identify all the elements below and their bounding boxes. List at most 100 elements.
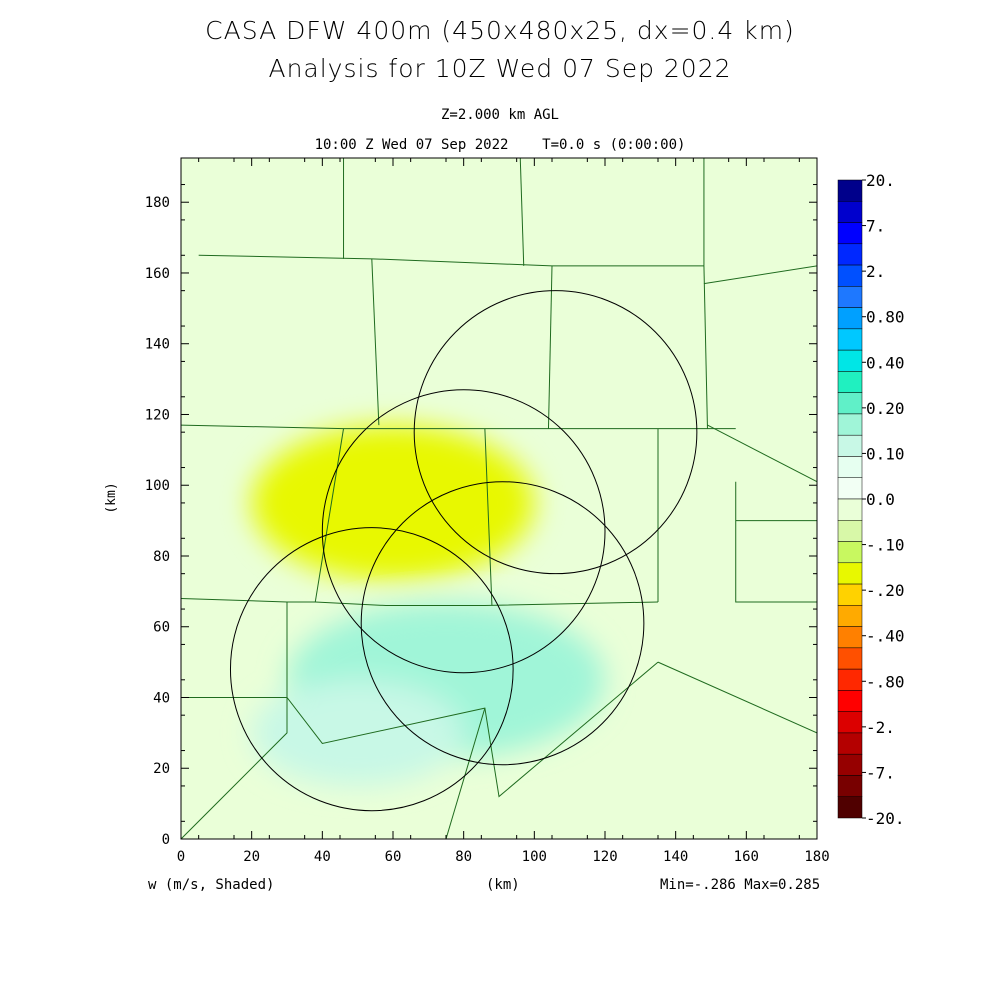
x-tick-label: 140 <box>663 849 688 865</box>
colorbar-label: -.40 <box>866 627 905 646</box>
colorbar-label: -2. <box>866 718 895 737</box>
x-tick-label: 120 <box>592 849 617 865</box>
county-line <box>547 265 553 429</box>
county-line <box>371 258 380 426</box>
colorbar-label: 0.0 <box>866 490 895 509</box>
colorbar-swatch <box>837 520 863 542</box>
colorbar-swatch <box>837 647 863 670</box>
y-tick-label: 0 <box>162 832 170 848</box>
colorbar-swatch <box>837 349 863 372</box>
time-label: 10:00 Z Wed 07 Sep 2022 T=0.0 s (0:00:00… <box>314 137 686 153</box>
colorbar-swatch <box>837 179 863 202</box>
colorbar-swatch <box>837 434 863 457</box>
y-tick-label: 40 <box>153 690 170 706</box>
minmax-label: Min=-.286 Max=0.285 <box>660 877 821 893</box>
colorbar-swatch <box>837 243 863 266</box>
colorbar-label: 7. <box>866 217 885 236</box>
colorbar-swatch <box>837 562 863 585</box>
radar-range-ring <box>413 290 698 575</box>
colorbar-swatch <box>837 732 863 755</box>
x-axis-label: (km) <box>486 877 520 893</box>
y-tick-label: 100 <box>145 478 170 494</box>
colorbar-swatch <box>837 605 863 627</box>
x-tick-label: 60 <box>385 849 402 865</box>
colorbar-label: 0.10 <box>866 444 905 463</box>
x-tick-label: 40 <box>314 849 331 865</box>
colorbar-label: 20. <box>866 171 895 190</box>
field-shading <box>251 425 605 786</box>
x-tick-label: 100 <box>522 849 547 865</box>
county-line <box>181 601 288 839</box>
plot-frame <box>180 157 818 840</box>
county-line <box>445 707 486 839</box>
y-axis: 0 20 40 60 80 100 120 140 160 180 <box>145 184 817 848</box>
colorbar-swatch <box>837 201 863 223</box>
colorbar-label: -20. <box>866 809 905 828</box>
field-label: w (m/s, Shaded) <box>148 877 275 893</box>
county-line <box>703 265 817 285</box>
chart-title-line2: Analysis for 10Z Wed 07 Sep 2022 <box>268 54 732 83</box>
colorbar-swatch <box>837 541 863 564</box>
x-tick-label: 20 <box>243 849 260 865</box>
y-tick-label: 140 <box>145 337 170 353</box>
colorbar-label: 2. <box>866 262 885 281</box>
colorbar-label: 0.20 <box>866 399 905 418</box>
county-line <box>735 481 817 603</box>
x-tick-label: 80 <box>455 849 472 865</box>
county-line <box>181 424 736 430</box>
colorbar: 20. 7. 2. 0.80 0.40 0.20 0.10 0.0 -.10 -.20 -.40 -.… <box>837 171 905 828</box>
field-blob <box>251 679 464 786</box>
colorbar-label: 0.40 <box>866 353 905 372</box>
colorbar-swatch <box>837 307 863 330</box>
radar-range-ring <box>321 389 606 674</box>
radar-range-ring <box>229 527 514 812</box>
level-label: Z=2.000 km AGL <box>440 107 559 123</box>
y-tick-label: 160 <box>145 266 170 282</box>
county-line <box>314 428 345 603</box>
county-boundaries <box>181 158 817 839</box>
colorbar-swatch <box>837 626 863 649</box>
y-tick-label: 120 <box>145 407 170 423</box>
field-blob <box>251 425 535 581</box>
colorbar-swatch <box>837 477 863 500</box>
colorbar-swatch <box>837 456 863 478</box>
colorbar-label: 0.80 <box>866 308 905 327</box>
county-line <box>703 265 708 429</box>
y-tick-label: 180 <box>145 195 170 211</box>
colorbar-swatch <box>837 690 863 712</box>
radar-range-ring <box>360 481 645 766</box>
colorbar-swatch <box>837 583 863 606</box>
colorbar-swatch <box>837 371 863 393</box>
county-line <box>181 661 659 798</box>
x-tick-label: 180 <box>804 849 829 865</box>
county-line <box>657 661 817 734</box>
colorbar-swatch <box>837 796 863 819</box>
colorbar-swatch <box>837 286 863 308</box>
y-tick-label: 80 <box>153 549 170 565</box>
radar-range-rings <box>229 290 698 812</box>
colorbar-swatch <box>837 328 863 351</box>
county-line <box>198 254 704 267</box>
colorbar-swatch <box>837 392 863 415</box>
colorbar-label: -.10 <box>866 536 905 555</box>
colorbar-swatch <box>837 413 863 436</box>
colorbar-swatch <box>837 668 863 691</box>
county-line <box>181 597 659 607</box>
x-axis: 0 20 40 60 80 100 120 140 160 180 <box>177 158 830 865</box>
colorbar-label: -.20 <box>866 581 905 600</box>
colorbar-swatch <box>837 775 863 797</box>
county-line <box>519 158 525 266</box>
county-line <box>707 424 817 483</box>
y-tick-label: 20 <box>153 761 170 777</box>
colorbar-swatch <box>837 711 863 734</box>
county-line <box>484 428 493 606</box>
colorbar-swatch <box>837 222 863 245</box>
y-axis-label: (km) <box>104 482 119 513</box>
colorbar-swatch <box>837 264 863 287</box>
colorbar-label: -7. <box>866 763 895 782</box>
x-tick-label: 160 <box>734 849 759 865</box>
colorbar-swatch <box>837 753 863 776</box>
chart-title-line1: CASA DFW 400m (450x480x25, dx=0.4 km) <box>205 16 795 45</box>
colorbar-swatch <box>837 498 863 521</box>
